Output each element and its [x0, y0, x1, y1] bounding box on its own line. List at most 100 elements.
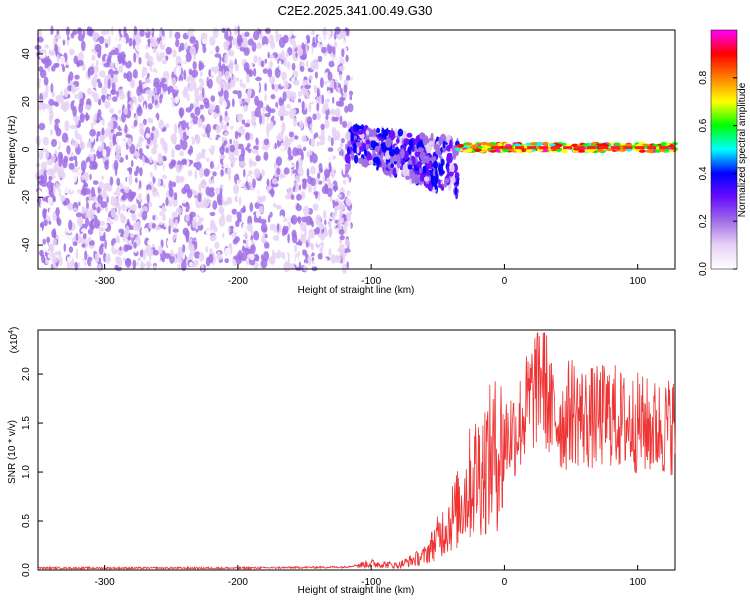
spectrogram-cell [97, 81, 103, 89]
spectrogram-cell [172, 246, 179, 255]
spectrogram-cell [138, 80, 142, 86]
spectrogram-cell [272, 202, 277, 208]
spectrogram-cell [428, 157, 434, 162]
spectrogram-cell [343, 248, 351, 254]
spectrogram-cell [127, 90, 130, 102]
spectrogram-cell [260, 60, 265, 68]
spectrogram-cell [349, 95, 353, 101]
spectrogram-cell [242, 83, 246, 89]
spectrogram-cell [555, 148, 562, 152]
spectrogram-cell [82, 233, 87, 240]
spectrogram-cell [95, 137, 99, 142]
spectrogram-cell [159, 52, 166, 59]
spectrogram-cell [102, 95, 106, 103]
spectrogram-cell [264, 93, 267, 102]
spectrogram-x-tick-label: 100 [629, 276, 646, 287]
spectrogram-cell [337, 251, 341, 256]
spectrogram-cell [294, 244, 298, 253]
spectrogram-cell [94, 65, 99, 74]
spectrogram-cell [83, 207, 88, 214]
snr-y-ticks: 0.0 0.5 1.0 1.5 2.0 [21, 367, 43, 577]
spectrogram-cell [247, 175, 252, 183]
spectrogram-cell [162, 174, 167, 180]
spectrogram-cell [244, 122, 251, 128]
spectrogram-cell [218, 81, 226, 87]
spectrogram-cell [190, 112, 195, 119]
spectrogram-x-ticks: -300 -200 -100 0 100 [95, 264, 646, 287]
spectrogram-cell [185, 52, 192, 63]
spectrogram-cell [73, 140, 79, 148]
spectrogram-cell [68, 246, 74, 253]
spectrogram-cell [437, 179, 441, 185]
spectrogram-cell [259, 138, 263, 143]
spectrogram-cell [110, 89, 117, 96]
spectrogram-cell [345, 177, 350, 188]
spectrogram-cell [261, 169, 265, 177]
spectrogram-cell [339, 97, 346, 102]
spectrogram-cell [41, 161, 47, 171]
spectrogram-cell [160, 137, 165, 146]
spectrogram-cell [148, 118, 154, 124]
spectrogram-cell [309, 154, 313, 163]
spectrogram-cell [324, 169, 331, 179]
spectrogram-cell [362, 158, 369, 168]
spectrogram-cell [153, 160, 158, 171]
spectrogram-cell [266, 178, 270, 187]
spectrogram-cell [97, 98, 102, 106]
spectrogram-cell [98, 226, 106, 232]
spectrogram-cell [66, 26, 70, 37]
spectrogram-cell [256, 199, 262, 204]
spectrogram-cell [38, 150, 44, 160]
spectrogram-cell [296, 107, 299, 114]
spectrogram-cell [175, 207, 182, 215]
spectrogram-cell [223, 124, 228, 131]
spectrogram-cell [328, 60, 335, 68]
spectrogram-cell [98, 36, 105, 44]
spectrogram-cell [203, 57, 207, 66]
spectrogram-cell [297, 47, 304, 57]
spectrogram-cell [448, 163, 455, 174]
spectrogram-cell [50, 83, 54, 94]
spectrogram-cell [151, 71, 157, 77]
spectrogram-cell [206, 157, 210, 162]
spectrogram-cell [180, 138, 184, 146]
spectrogram-cell [186, 188, 193, 199]
spectrogram-cell [64, 120, 70, 132]
spectrogram-cell [128, 174, 133, 185]
spectrogram-cell [198, 96, 205, 102]
spectrogram-cell [167, 113, 172, 122]
spectrogram-cell [242, 37, 249, 48]
spectrogram-cell [443, 182, 448, 188]
spectrogram-cell [241, 119, 246, 125]
spectrogram-cell [45, 84, 49, 94]
spectrogram-cell [231, 98, 235, 108]
spectrogram-cell [262, 106, 266, 112]
spectrogram-cell [210, 130, 217, 140]
spectrogram-cell [419, 166, 422, 174]
spectrogram-cell [302, 198, 308, 203]
spectrogram-cell [395, 138, 400, 144]
spectrogram-cell [306, 168, 310, 178]
spectrogram-cell [164, 218, 168, 228]
spectrogram-cell [332, 96, 335, 104]
spectrogram-cell [256, 161, 263, 169]
spectrogram-cell [272, 249, 275, 257]
spectrogram-cell [105, 253, 111, 264]
spectrogram-cell [306, 37, 310, 43]
chart-title: C2E2.2025.341.00.49.G30 [278, 3, 433, 18]
spectrogram-cell [322, 26, 327, 37]
spectrogram-cell [125, 181, 130, 188]
spectrogram-cell [142, 118, 147, 126]
spectrogram-cell [426, 154, 430, 166]
spectrogram-cell [317, 253, 324, 260]
spectrogram-cell [49, 117, 52, 125]
spectrogram-cell [329, 196, 333, 202]
spectrogram-cell [168, 217, 173, 227]
spectrogram-cell [328, 161, 332, 169]
spectrogram-cell [146, 184, 152, 191]
spectrogram-cell [112, 76, 119, 84]
spectrogram-cell [268, 258, 276, 264]
spectrogram-cell [52, 239, 57, 246]
spectrogram-cell [80, 160, 87, 171]
spectrogram-cell [112, 135, 116, 147]
